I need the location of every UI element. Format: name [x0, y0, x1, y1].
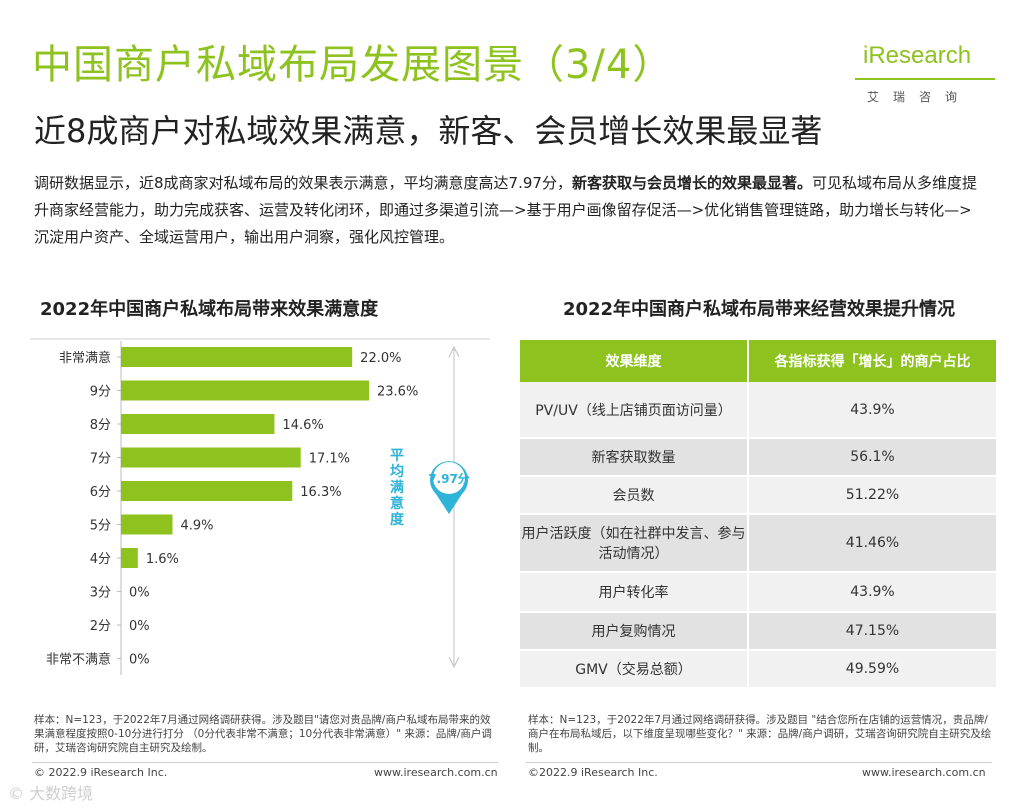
bar	[121, 414, 275, 434]
table-row: 用户复购情况 47.15%	[520, 612, 996, 651]
y-tick-label: 9分	[90, 385, 111, 400]
map-pin-icon	[430, 461, 468, 514]
table-row: 用户活跃度（如在社群中发言、参与活动情况） 41.46%	[520, 514, 996, 573]
y-tick-label: 3分	[90, 586, 111, 601]
table-cell-dimension: GMV（交易总额）	[520, 650, 749, 689]
table-header-dimension: 效果维度	[520, 340, 749, 382]
footer-divider-right	[526, 762, 992, 763]
data-label: 0%	[129, 586, 150, 601]
data-label: 0%	[129, 653, 150, 668]
intro-paragraph: 调研数据显示，近8成商家对私域布局的效果表示满意，平均满意度高达7.97分，新客…	[34, 170, 984, 251]
iresearch-logo: iResearch 艾瑞咨询	[855, 38, 995, 108]
table-cell-dimension: 会员数	[520, 476, 749, 515]
average-label: 平均满意度	[390, 448, 404, 528]
table-row: 会员数 51.22%	[520, 476, 996, 515]
footer-divider-left	[32, 762, 498, 763]
table-row: GMV（交易总额） 49.59%	[520, 650, 996, 689]
data-label: 17.1%	[309, 452, 350, 467]
average-value: 7.97分	[428, 472, 470, 486]
bar	[121, 380, 369, 401]
table-cell-dimension: 新客获取数量	[520, 438, 749, 477]
table-cell-dimension: 用户复购情况	[520, 612, 749, 651]
watermark: © 大数跨境	[8, 784, 94, 803]
logo-underline	[855, 44, 995, 80]
bar	[121, 347, 353, 367]
table-row: PV/UV（线上店铺页面访问量） 43.9%	[520, 382, 996, 439]
intro-text-2: 可见私域布局从多维度提升商家经营能力，助力完成获客、运营及转化闭环，即通过多渠道…	[34, 174, 977, 246]
table-header-row: 效果维度 各指标获得「增长」的商户占比	[520, 340, 996, 382]
y-tick-label: 2分	[90, 619, 111, 634]
chart-title: 2022年中国商户私域布局带来效果满意度	[40, 299, 379, 320]
footer-url-right: www.iresearch.com.cn	[862, 766, 986, 779]
table-cell-value: 56.1%	[748, 438, 996, 477]
table-row: 用户转化率 43.9%	[520, 572, 996, 613]
table-cell-value: 47.15%	[748, 612, 996, 651]
table-header-share: 各指标获得「增长」的商户占比	[748, 340, 996, 382]
page-title: 中国商户私域布局发展图景（3/4）	[32, 42, 674, 88]
table-cell-value: 41.46%	[748, 514, 996, 573]
table-cell-value: 49.59%	[748, 650, 996, 689]
data-label: 4.9%	[180, 519, 213, 534]
table-cell-value: 43.9%	[748, 572, 996, 613]
table-cell-dimension: 用户活跃度（如在社群中发言、参与活动情况）	[520, 514, 749, 573]
data-label: 14.6%	[282, 418, 323, 433]
logo-text: iResearch	[863, 42, 972, 69]
table-cell-dimension: PV/UV（线上店铺页面访问量）	[520, 382, 749, 439]
table-cell-dimension: 用户转化率	[520, 572, 749, 613]
y-tick-label: 6分	[90, 485, 111, 500]
y-tick-label: 7分	[90, 452, 111, 467]
intro-text-1: 调研数据显示，近8成商家对私域布局的效果表示满意，平均满意度高达7.97分，	[34, 174, 572, 192]
source-note-right: 样本：N=123，于2022年7月通过网络调研获得。涉及题目 "结合您所在店铺的…	[528, 714, 992, 754]
y-tick-label: 非常不满意	[46, 652, 111, 668]
data-label: 1.6%	[146, 552, 179, 567]
growth-table: 效果维度 各指标获得「增长」的商户占比 PV/UV（线上店铺页面访问量） 43.…	[520, 340, 996, 689]
footer-copyright-left: © 2022.9 iResearch Inc.	[34, 766, 168, 779]
y-tick-label: 5分	[90, 519, 111, 534]
bar	[121, 447, 301, 468]
footer-url-left: www.iresearch.com.cn	[374, 766, 498, 779]
footer-copyright-right: ©2022.9 iResearch Inc.	[528, 766, 658, 779]
y-tick-label: 8分	[90, 418, 111, 433]
satisfaction-bar-chart: 非常满意 22.0% 9分 23.6% 8分 14.6% 7分 17.1% 6分 16.3% 5分 4…	[30, 338, 490, 675]
bar	[121, 548, 138, 568]
logo-subtext: 艾瑞咨询	[867, 90, 972, 104]
y-tick-label: 非常满意	[59, 350, 111, 366]
bar	[121, 481, 293, 501]
y-tick-label: 4分	[90, 552, 111, 567]
table-title: 2022年中国商户私域布局带来经营效果提升情况	[562, 299, 956, 320]
data-label: 22.0%	[360, 351, 401, 366]
page-subtitle: 近8成商户对私域效果满意，新客、会员增长效果最显著	[34, 112, 823, 150]
source-note-left: 样本：N=123，于2022年7月通过网络调研获得。涉及题目"请您对贵品牌/商户…	[34, 714, 492, 754]
arrow-up-icon	[448, 345, 460, 358]
bar	[121, 514, 173, 535]
table-cell-value: 43.9%	[748, 382, 996, 439]
table-cell-value: 51.22%	[748, 476, 996, 515]
arrow-down-icon	[448, 656, 460, 669]
data-label: 0%	[129, 619, 150, 634]
data-label: 16.3%	[300, 485, 341, 500]
table-row: 新客获取数量 56.1%	[520, 438, 996, 477]
intro-text-bold: 新客获取与会员增长的效果最显著。	[571, 174, 812, 192]
data-label: 23.6%	[377, 385, 418, 400]
